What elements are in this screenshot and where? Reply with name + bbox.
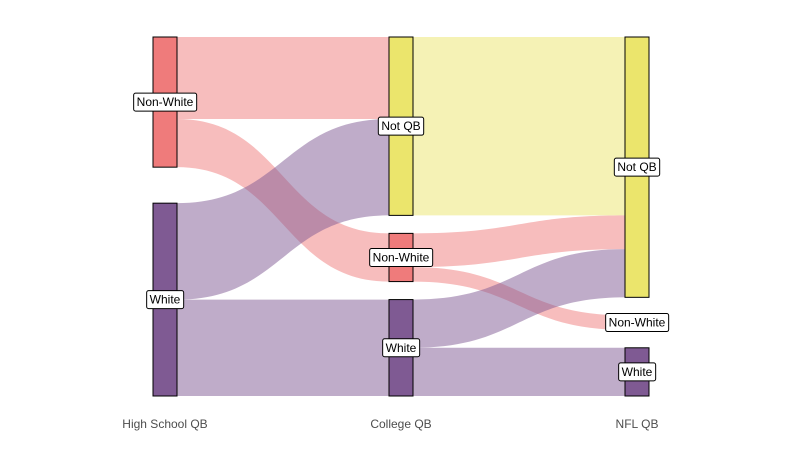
stratum-label-col_nonwhite: Non-White	[369, 247, 434, 267]
flow-col_nonwhite-to-nfl_notqb	[413, 215, 625, 268]
stratum-label-text: White	[150, 293, 181, 307]
stratum-label-nfl_notqb: Not QB	[613, 157, 661, 177]
stratum-label-text: White	[386, 341, 417, 355]
stratum-label-hs_nonwhite: Non-White	[133, 92, 198, 112]
stratum-label-text: Non-White	[373, 250, 430, 264]
flow-links	[177, 37, 625, 396]
axis-labels: High School QB College QB NFL QB	[122, 417, 658, 431]
flow-hs_nonwhite-to-col_notqb	[177, 37, 389, 119]
stratum-label-hs_white: White	[146, 290, 185, 310]
stratum-label-col_white: White	[382, 338, 421, 358]
stratum-label-nfl_white: White	[618, 362, 657, 382]
axis-label-1: College QB	[370, 417, 431, 431]
flow-hs_white-to-col_white	[177, 299, 389, 396]
stratum-label-text: Non-White	[137, 95, 194, 109]
axis-label-2: NFL QB	[616, 417, 659, 431]
flow-col_white-to-nfl_white	[413, 347, 625, 396]
stratum-label-text: Not QB	[381, 119, 420, 133]
flow-col_notqb-to-nfl_notqb	[413, 37, 625, 216]
axis-label-0: High School QB	[122, 417, 207, 431]
flow-hs_white-to-col_notqb	[177, 118, 389, 300]
stratum-label-col_notqb: Not QB	[377, 116, 425, 136]
stratum-labels: Non-White White Not QB Non-White White Not QB…	[133, 92, 670, 382]
stratum-label-text: Non-White	[609, 316, 666, 330]
flow-col_white-to-nfl_notqb	[413, 249, 625, 348]
stratum-label-text: Not QB	[617, 160, 656, 174]
stratum-label-text: White	[622, 365, 653, 379]
stratum-label-nfl_nonwhite: Non-White	[605, 313, 670, 333]
